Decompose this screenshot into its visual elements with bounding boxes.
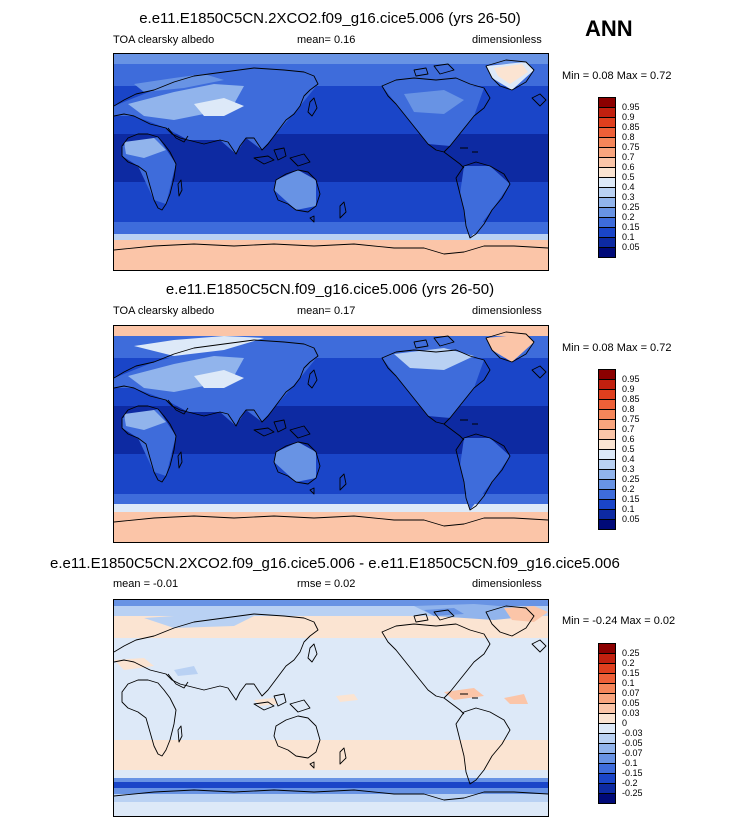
panel-2-units: dimensionless xyxy=(472,305,542,317)
panel-3-units: dimensionless xyxy=(472,578,542,590)
panel-3-mean: mean = -0.01 xyxy=(113,578,179,590)
panel-3-colorbar-tick: 0 xyxy=(622,718,628,728)
panel-1-mean: mean= 0.16 xyxy=(297,34,356,46)
panel-2-colorbar-tick: 0.5 xyxy=(622,444,635,454)
panel-3-colorbar-tick: 0.03 xyxy=(622,708,640,718)
panel-1-title: e.e11.E1850C5CN.2XCO2.f09_g16.cice5.006 … xyxy=(139,10,521,27)
panel-3-colorbar-tick: 0.25 xyxy=(622,648,640,658)
panel-2-colorbar-tick: 0.2 xyxy=(622,484,635,494)
panel-1-variable-label: TOA clearsky albedo xyxy=(113,34,215,46)
panel-2-colorbar-tick: 0.9 xyxy=(622,384,635,394)
panel-1-colorbar-tick: 0.25 xyxy=(622,202,640,212)
panel-1-minmax: Min = 0.08 Max = 0.72 xyxy=(562,70,672,82)
panel-3-colorbar-tick: 0.05 xyxy=(622,698,640,708)
panel-1-colorbar-tick: 0.1 xyxy=(622,232,635,242)
panel-1-map xyxy=(113,53,549,271)
panel-3-title: e.e11.E1850C5CN.2XCO2.f09_g16.cice5.006 … xyxy=(50,555,620,572)
panel-2-colorbar-tick: 0.6 xyxy=(622,434,635,444)
panel-3-colorbar-tick: 0.1 xyxy=(622,678,635,688)
panel-2-title: e.e11.E1850C5CN.f09_g16.cice5.006 (yrs 2… xyxy=(165,281,495,298)
panel-3-colorbar-tick: -0.07 xyxy=(622,748,643,758)
panel-3-colorbar-tick: 0.2 xyxy=(622,658,635,668)
panel-2-mean: mean= 0.17 xyxy=(297,305,356,317)
panel-3-rmse: rmse = 0.02 xyxy=(297,578,356,590)
panel-2-minmax: Min = 0.08 Max = 0.72 xyxy=(562,342,672,354)
panel-1-colorbar-tick: 0.7 xyxy=(622,152,635,162)
panel-2-colorbar-tick: 0.15 xyxy=(622,494,640,504)
panel-1-colorbar-tick: 0.9 xyxy=(622,112,635,122)
panel-3-minmax: Min = -0.24 Max = 0.02 xyxy=(562,615,676,627)
panel-2-colorbar-tick: 0.95 xyxy=(622,374,640,384)
panel-3-colorbar-tick: -0.15 xyxy=(622,768,643,778)
panel-2-colorbar-tick: 0.75 xyxy=(622,414,640,424)
panel-2-colorbar-tick: 0.85 xyxy=(622,394,640,404)
panel-2-colorbar-tick: 0.8 xyxy=(622,404,635,414)
panel-3-map xyxy=(113,599,549,817)
panel-1-colorbar-tick: 0.4 xyxy=(622,182,635,192)
panel-1-colorbar-tick: 0.2 xyxy=(622,212,635,222)
panel-1-colorbar-tick: 0.15 xyxy=(622,222,640,232)
panel-3-colorbar-swatch xyxy=(598,793,616,804)
panel-3-colorbar-tick: 0.15 xyxy=(622,668,640,678)
panel-2-colorbar-tick: 0.3 xyxy=(622,464,635,474)
panel-3-colorbar-tick: -0.1 xyxy=(622,758,638,768)
panel-3-colorbar-tick: -0.25 xyxy=(622,788,643,798)
panel-2-colorbar-tick: 0.7 xyxy=(622,424,635,434)
panel-2-colorbar-tick: 0.25 xyxy=(622,474,640,484)
panel-2-colorbar-tick: 0.4 xyxy=(622,454,635,464)
panel-2-colorbar-swatch xyxy=(598,519,616,530)
panel-2-colorbar-tick: 0.1 xyxy=(622,504,635,514)
panel-3-colorbar-tick: -0.05 xyxy=(622,738,643,748)
season-label: ANN xyxy=(585,16,633,41)
panel-1-colorbar-tick: 0.05 xyxy=(622,242,640,252)
panel-3-colorbar-tick: 0.07 xyxy=(622,688,640,698)
panel-1-colorbar-tick: 0.95 xyxy=(622,102,640,112)
panel-1-colorbar-tick: 0.5 xyxy=(622,172,635,182)
panel-1-colorbar-tick: 0.8 xyxy=(622,132,635,142)
panel-1-colorbar-swatch xyxy=(598,247,616,258)
panel-1-units: dimensionless xyxy=(472,34,542,46)
panel-2-map xyxy=(113,325,549,543)
panel-3-colorbar-tick: -0.2 xyxy=(622,778,638,788)
panel-1-colorbar-tick: 0.6 xyxy=(622,162,635,172)
panel-1-colorbar-tick: 0.3 xyxy=(622,192,635,202)
panel-2-colorbar-tick: 0.05 xyxy=(622,514,640,524)
panel-1-colorbar-tick: 0.75 xyxy=(622,142,640,152)
panel-3-colorbar-tick: -0.03 xyxy=(622,728,643,738)
panel-2-variable-label: TOA clearsky albedo xyxy=(113,305,215,317)
panel-1-colorbar-tick: 0.85 xyxy=(622,122,640,132)
